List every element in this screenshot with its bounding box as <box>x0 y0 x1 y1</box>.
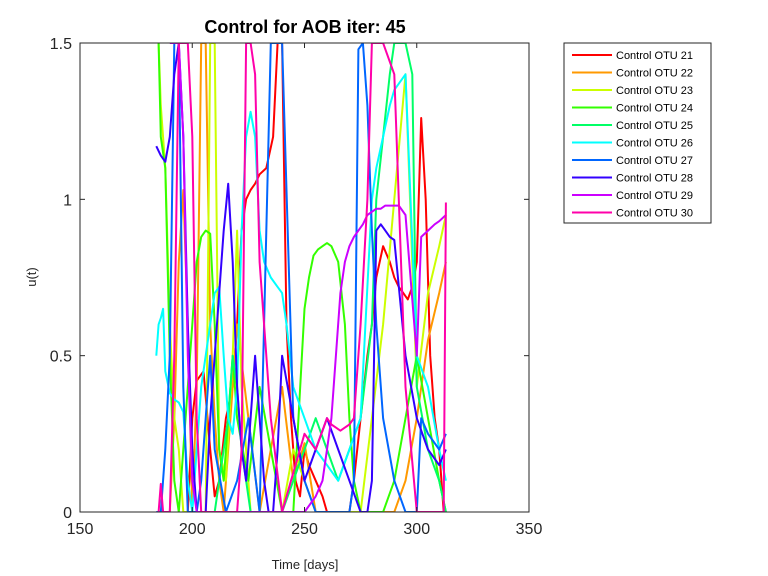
legend-label: Control OTU 26 <box>616 138 693 150</box>
x-tick-label: 300 <box>403 521 430 538</box>
series-layer <box>155 43 447 512</box>
series-line-6 <box>155 73 447 512</box>
legend-label: Control OTU 25 <box>616 120 693 132</box>
series-line-8 <box>155 43 447 512</box>
chart-title: Control for AOB iter: 45 <box>204 17 405 37</box>
y-tick-label: 0.5 <box>50 349 72 366</box>
x-tick-label: 200 <box>179 521 206 538</box>
legend-label: Control OTU 23 <box>616 85 693 97</box>
x-tick-label: 150 <box>67 521 94 538</box>
y-tick-label: 0 <box>63 505 72 522</box>
y-tick-label: 1 <box>63 192 72 209</box>
legend-label: Control OTU 28 <box>616 173 693 185</box>
x-tick-label: 350 <box>516 521 543 538</box>
y-tick-label: 1.5 <box>50 36 72 53</box>
legend-label: Control OTU 21 <box>616 50 693 62</box>
series-line-7 <box>156 43 447 512</box>
series-line-10 <box>157 43 447 512</box>
legend: Control OTU 21 Control OTU 22 Control OTU … <box>563 42 712 224</box>
plot-area <box>80 43 529 512</box>
legend-label: Control OTU 24 <box>616 103 693 115</box>
legend-label: Control OTU 27 <box>616 155 693 167</box>
legend-label: Control OTU 29 <box>616 190 693 202</box>
x-tick-label: 250 <box>291 521 318 538</box>
x-axis-label: Time [days] <box>272 557 339 572</box>
tick-layer: 150 200 250 300 350 0 0.5 1 1.5 <box>50 36 543 538</box>
y-axis-label: u(t) <box>24 267 39 287</box>
legend-label: Control OTU 22 <box>616 68 693 80</box>
legend-label: Control OTU 30 <box>616 208 693 220</box>
